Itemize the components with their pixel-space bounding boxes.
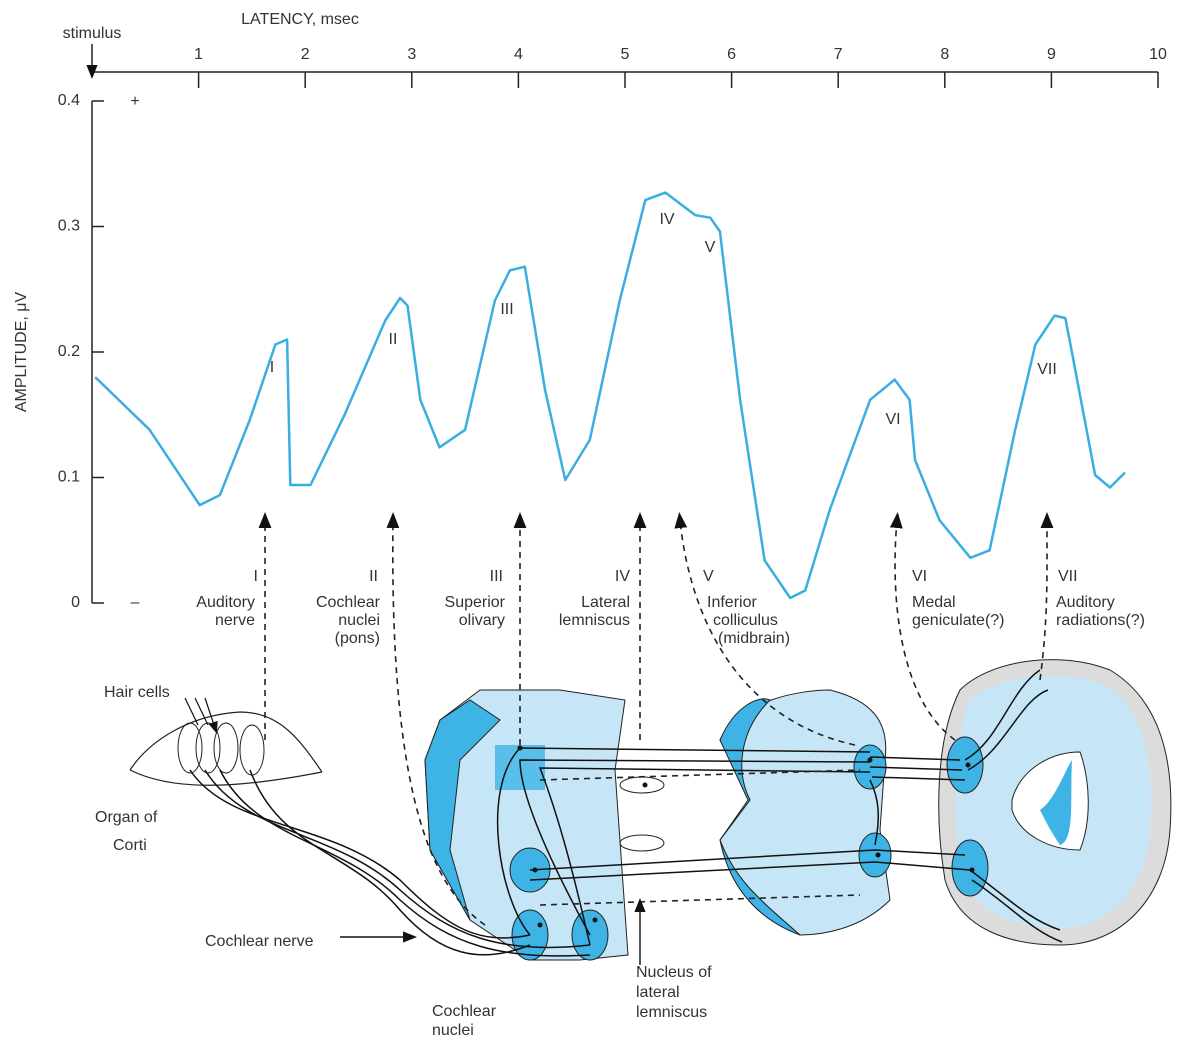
structure-numeral: V (703, 568, 714, 585)
structure-label: Auditory (196, 594, 255, 611)
structure-label: Lateral (581, 594, 630, 611)
diagram-label: Corti (113, 837, 147, 854)
structure-numeral: VI (912, 568, 927, 585)
structure-label: Inferior (707, 594, 757, 611)
structure-label: geniculate(?) (912, 612, 1005, 629)
peak-label: II (389, 331, 398, 348)
amplitude-line (94, 191, 1126, 600)
stimulus-label: stimulus (63, 25, 122, 42)
x-axis-title: LATENCY, msec (241, 11, 359, 28)
structure-label: nerve (215, 612, 255, 629)
x-tick-label: 6 (727, 46, 736, 63)
x-tick-label: 1 (194, 46, 203, 63)
y-tick-label: 0.4 (58, 92, 80, 109)
structure-label: olivary (459, 612, 505, 629)
diagram-label: lemniscus (636, 1004, 707, 1021)
diagram-label: Cochlear nerve (205, 933, 314, 950)
diagram-label: Nucleus of (636, 964, 712, 981)
diagram-label: Cochlear (432, 1003, 497, 1020)
x-tick-label: 4 (514, 46, 523, 63)
structure-label: Superior (445, 594, 506, 611)
peak-label: IV (659, 211, 674, 228)
structure-label: Medal (912, 594, 956, 611)
peak-label: III (500, 301, 513, 318)
structure-label: Cochlear (316, 594, 381, 611)
structure-label: colliculus (713, 612, 778, 629)
peak-label: VI (885, 411, 900, 428)
x-tick-label: 2 (301, 46, 310, 63)
structure-label: lemniscus (559, 612, 630, 629)
minus-label: – (131, 594, 140, 611)
structure-label: (midbrain) (718, 630, 790, 647)
y-axis-title: AMPLITUDE, μV (13, 292, 30, 413)
structure-label: (pons) (335, 630, 380, 647)
diagram-label: nuclei (432, 1022, 474, 1039)
diagram-label: lateral (636, 984, 680, 1001)
y-tick-label: 0.2 (58, 343, 80, 360)
x-tick-label: 8 (940, 46, 949, 63)
structure-label: nuclei (338, 612, 380, 629)
y-tick-label: 0 (71, 594, 80, 611)
diagram-label: Organ of (95, 809, 158, 826)
x-tick-label: 3 (407, 46, 416, 63)
structure-numeral: I (254, 568, 258, 585)
peak-label: VII (1037, 361, 1057, 378)
x-tick-label: 10 (1149, 46, 1167, 63)
structure-numeral: VII (1058, 568, 1078, 585)
x-tick-label: 7 (834, 46, 843, 63)
peak-label: I (270, 359, 274, 376)
structure-numeral: IV (615, 568, 630, 585)
diagram-label: Hair cells (104, 684, 170, 701)
x-tick-label: 5 (621, 46, 630, 63)
peak-label: V (705, 239, 716, 256)
x-tick-label: 9 (1047, 46, 1056, 63)
y-tick-label: 0.1 (58, 469, 80, 486)
structure-label: Auditory (1056, 594, 1115, 611)
plus-label: + (130, 93, 139, 110)
structure-label: radiations(?) (1056, 612, 1145, 629)
y-tick-label: 0.3 (58, 218, 80, 235)
structure-numeral: II (369, 568, 378, 585)
structure-numeral: III (490, 568, 503, 585)
anatomy (129, 512, 1172, 965)
